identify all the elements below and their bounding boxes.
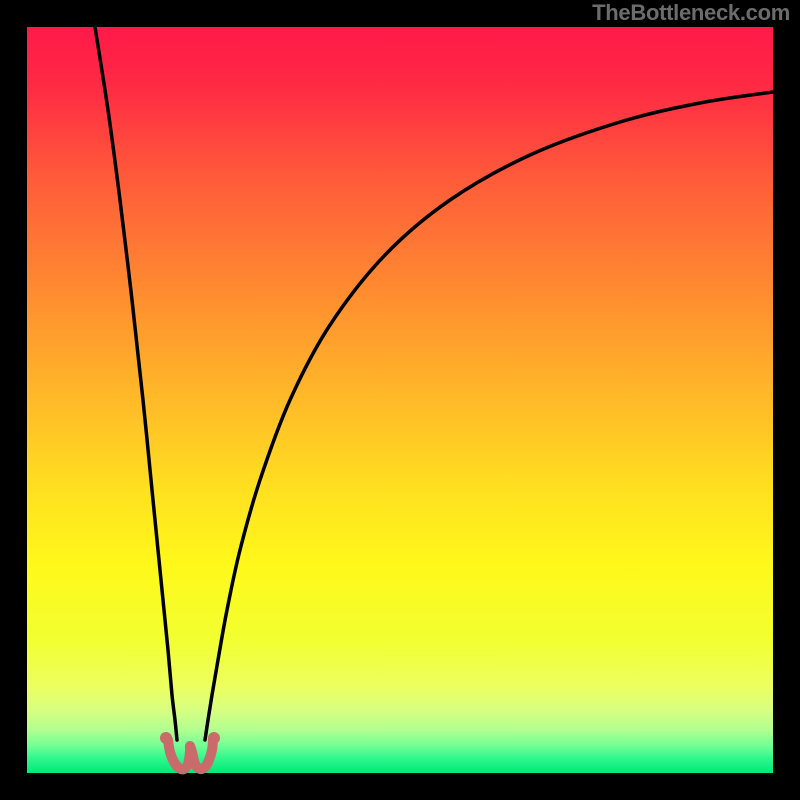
plot-background xyxy=(27,27,773,773)
watermark-label: TheBottleneck.com xyxy=(592,0,790,26)
valley-dot-0 xyxy=(160,732,172,744)
figure-container: TheBottleneck.com xyxy=(0,0,800,800)
valley-dot-1 xyxy=(208,732,220,744)
bottleneck-chart xyxy=(0,0,800,800)
